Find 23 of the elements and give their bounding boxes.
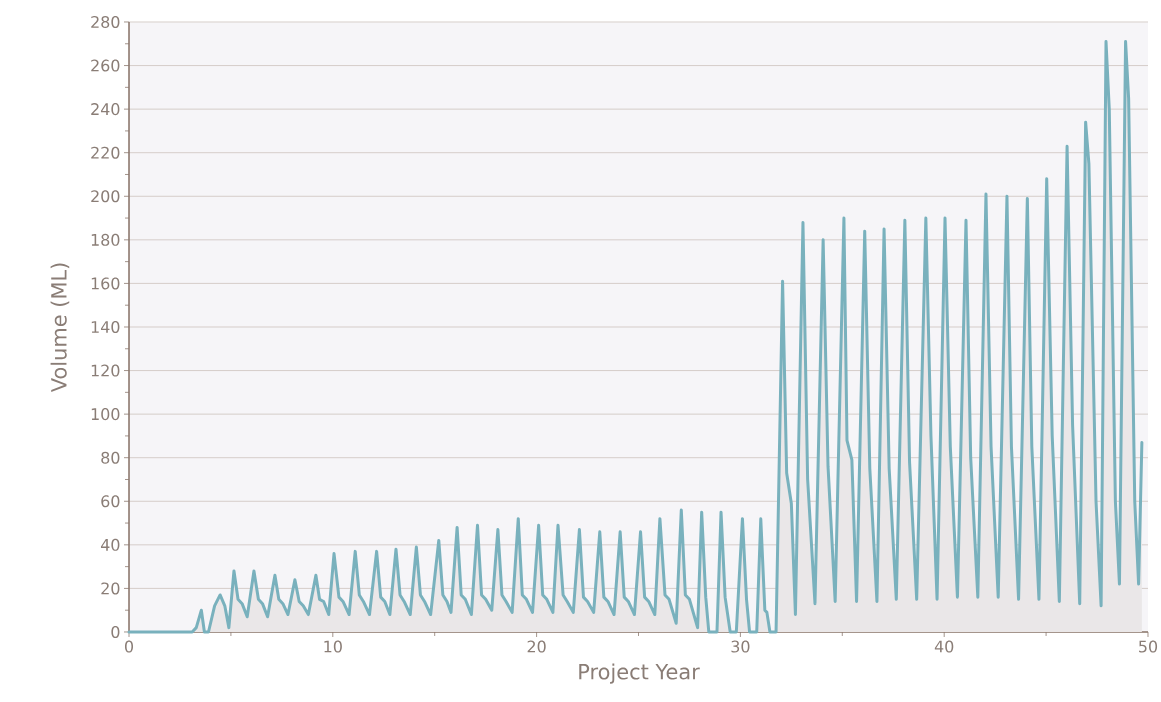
y-tick-label: 180 [91, 233, 120, 246]
y-tick-label: 80 [101, 451, 120, 464]
y-tick-label: 0 [111, 625, 120, 639]
y-tick-label: 240 [91, 103, 120, 116]
y-tick-label: 280 [91, 15, 120, 28]
y-tick-label: 100 [91, 408, 120, 421]
x-tick-label: 10 [324, 640, 342, 653]
y-tick-label: 40 [100, 538, 120, 551]
x-tick-label: 40 [934, 640, 954, 653]
x-tick-label: 0 [124, 640, 134, 653]
x-tick-label: 30 [731, 640, 750, 653]
y-tick-label: 260 [91, 59, 120, 72]
y-tick-label: 140 [91, 320, 120, 334]
x-tick-label: 20 [527, 640, 546, 653]
x-axis-title: Project Year [579, 663, 700, 684]
y-tick-label: 220 [91, 146, 120, 159]
y-tick-label: 120 [91, 364, 120, 377]
y-tick-label: 200 [91, 190, 120, 203]
y-tick-label: 60 [101, 495, 120, 508]
y-tick-label: 20 [101, 582, 120, 595]
y-tick-label: 160 [91, 277, 120, 290]
x-tick-label: 50 [1139, 640, 1158, 653]
y-axis-title: Volume (ML) [50, 263, 70, 393]
